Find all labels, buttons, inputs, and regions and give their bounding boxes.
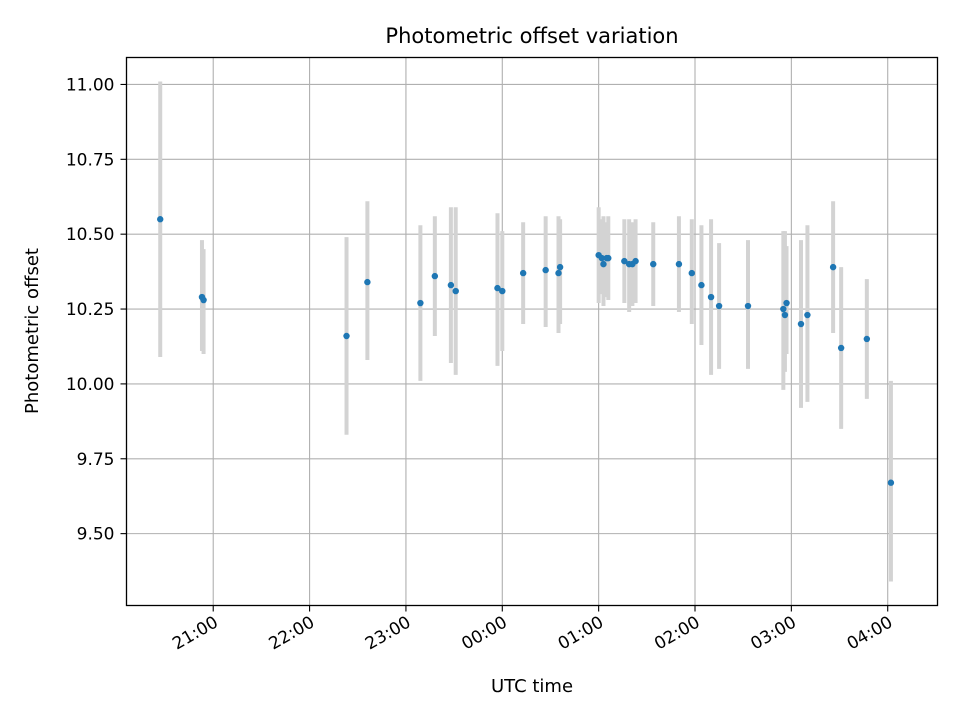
data-point <box>688 269 695 277</box>
data-point <box>447 281 455 289</box>
data-point <box>698 281 705 289</box>
y-tick-label: 10.50 <box>66 225 115 245</box>
grid <box>126 57 938 606</box>
y-tick-label: 11.00 <box>66 75 115 95</box>
data-point <box>452 287 459 295</box>
plot-frame <box>125 56 939 607</box>
chart-title: Photometric offset variation <box>385 24 678 48</box>
data-point <box>499 287 506 295</box>
data-point <box>605 254 612 262</box>
data-point <box>780 305 787 313</box>
data-point <box>863 335 871 343</box>
data-point <box>494 284 501 292</box>
y-tick-label: 10.75 <box>66 150 115 170</box>
data-point <box>598 254 606 262</box>
data-point <box>556 263 564 271</box>
y-tick-label: 9.75 <box>77 450 115 470</box>
data-point <box>675 260 683 268</box>
y-tick-label: 10.00 <box>66 375 115 395</box>
data-point <box>829 263 837 271</box>
data-point <box>707 293 715 301</box>
data-point <box>555 269 562 277</box>
data-point <box>542 266 549 274</box>
data-point <box>650 260 657 268</box>
x-axis-title: UTC time <box>491 676 573 697</box>
data-points <box>157 216 895 486</box>
data-point <box>783 299 790 307</box>
data-point <box>200 296 207 304</box>
data-point <box>364 278 371 286</box>
data-point <box>744 302 752 310</box>
data-point <box>797 320 805 328</box>
data-point <box>343 332 350 340</box>
data-point <box>887 479 895 486</box>
data-point <box>632 257 639 265</box>
data-point <box>781 311 789 319</box>
data-point <box>837 344 845 352</box>
data-point <box>715 302 723 310</box>
data-point <box>519 269 527 277</box>
data-point <box>804 311 811 319</box>
data-point <box>621 257 628 265</box>
y-axis-title: Photometric offset <box>22 248 43 414</box>
y-tick-label: 9.50 <box>77 525 115 545</box>
data-point <box>431 272 439 280</box>
data-point <box>417 299 424 307</box>
data-point <box>600 260 607 268</box>
data-point <box>157 216 164 223</box>
y-tick-label: 10.25 <box>66 300 115 320</box>
